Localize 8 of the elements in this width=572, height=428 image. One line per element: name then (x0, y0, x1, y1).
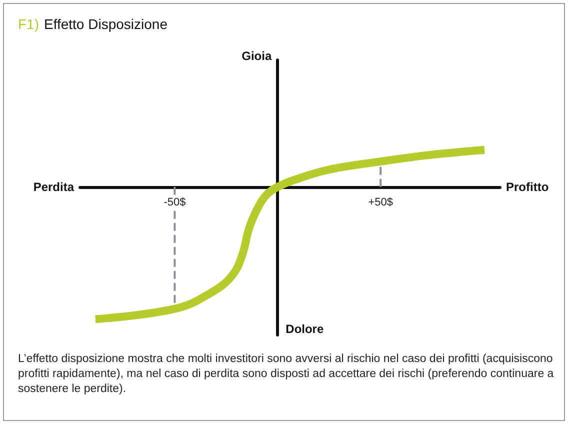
x-axis-title: Profitto (506, 180, 549, 194)
text: L’effetto disposizione mostra che molti investitori sono avversi al rischio nel caso dei profitti (acquisiscono profitti rapidamente), ma nel caso di perdita sono disposti ad accettare dei rischi (preferendo continuare a sostenere le perdite). (18, 352, 555, 397)
text: Gioia (242, 49, 272, 63)
x-tick-label: +50$ (368, 196, 393, 208)
chart-title: F1) Effetto Disposizione (18, 16, 168, 32)
text: Perdita (33, 180, 74, 194)
x-tick-label: -50$ (164, 196, 186, 208)
text: Dolore (286, 322, 324, 336)
